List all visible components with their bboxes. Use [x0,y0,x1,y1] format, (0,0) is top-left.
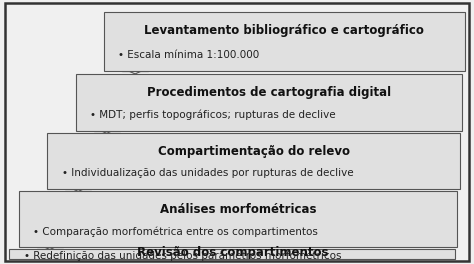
Bar [65,181,91,189]
Bar [122,64,148,71]
Polygon shape [113,64,157,74]
FancyBboxPatch shape [104,12,465,71]
Bar [122,64,148,71]
Text: • MDT; perfis topográficos; rupturas de declive: • MDT; perfis topográficos; rupturas de … [90,110,336,120]
Text: Levantamento bibliográfico e cartográfico: Levantamento bibliográfico e cartográfic… [145,24,424,37]
Bar [94,123,119,131]
Polygon shape [56,181,100,191]
Bar [65,181,91,189]
Text: • Escala mínima 1:100.000: • Escala mínima 1:100.000 [118,50,260,60]
Bar [37,239,63,247]
Text: Compartimentação do relevo: Compartimentação do relevo [157,145,350,158]
Text: Revisão dos compartimentos: Revisão dos compartimentos [137,246,328,259]
Text: Análises morfométricas: Análises morfométricas [160,203,317,216]
Text: • Comparação morfométrica entre os compartimentos: • Comparação morfométrica entre os compa… [33,226,318,237]
Polygon shape [84,123,129,133]
Polygon shape [27,239,72,249]
FancyBboxPatch shape [76,74,462,131]
FancyBboxPatch shape [9,249,455,259]
Text: Procedimentos de cartografia digital: Procedimentos de cartografia digital [147,86,391,98]
Text: • Individualização das unidades por rupturas de declive: • Individualização das unidades por rupt… [62,168,353,178]
FancyBboxPatch shape [19,191,457,247]
Bar [94,123,119,131]
FancyBboxPatch shape [47,133,460,189]
Bar [37,239,63,247]
Text: • Redefinição das unidades pelos parâmetros morfométricos: • Redefinição das unidades pelos parâmet… [24,251,341,261]
